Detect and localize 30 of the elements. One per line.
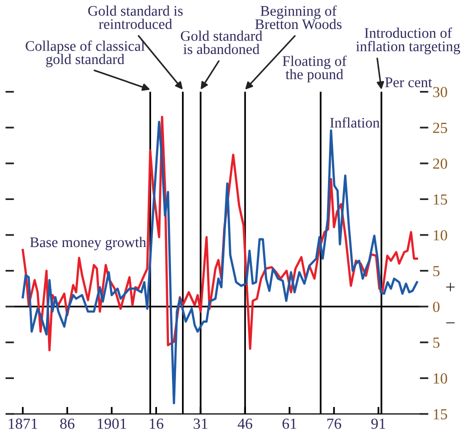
x-tick-label: 86 xyxy=(60,418,74,429)
ref-line-label: Gold standard is abandoned xyxy=(180,30,262,54)
y-tick-label: 20 xyxy=(433,158,448,169)
series-label: Inflation xyxy=(330,117,380,128)
ref-line-label: Floating of the pound xyxy=(282,56,347,82)
x-tick-label: 91 xyxy=(371,418,386,429)
series-label: Base money growth xyxy=(30,236,146,250)
y-tick-label: 25 xyxy=(433,122,448,134)
ref-line-label: Gold standard is reintroduced xyxy=(88,6,183,30)
text: − xyxy=(446,322,455,324)
ref-line-label: Beginning of Bretton Woods xyxy=(255,5,342,30)
y-tick-label: 5 xyxy=(433,266,440,276)
y-tick-label: 10 xyxy=(434,373,448,384)
y-tick-label: 30 xyxy=(433,86,448,98)
ref-line-label: Collapse of classical gold standard xyxy=(26,40,145,68)
x-tick-label: 1871 xyxy=(8,418,38,429)
y-tick-label: 15 xyxy=(434,194,448,205)
y-tick-label: 10 xyxy=(434,230,448,240)
x-tick-label: 16 xyxy=(150,418,164,429)
x-tick-label: 31 xyxy=(194,418,208,429)
y-tick-label: 5 xyxy=(433,338,440,348)
y-tick-label: 0 xyxy=(433,302,440,312)
ref-line-label: Introduction of inflation targeting xyxy=(356,28,460,54)
x-tick-label: 76 xyxy=(327,418,342,429)
y-tick-label: 15 xyxy=(434,409,448,420)
x-tick-label: 46 xyxy=(238,418,252,429)
text: + xyxy=(446,282,455,292)
x-tick-label: 61 xyxy=(282,418,296,429)
y-axis-title: Per cent xyxy=(385,78,432,88)
x-tick-label: 1901 xyxy=(98,418,126,429)
